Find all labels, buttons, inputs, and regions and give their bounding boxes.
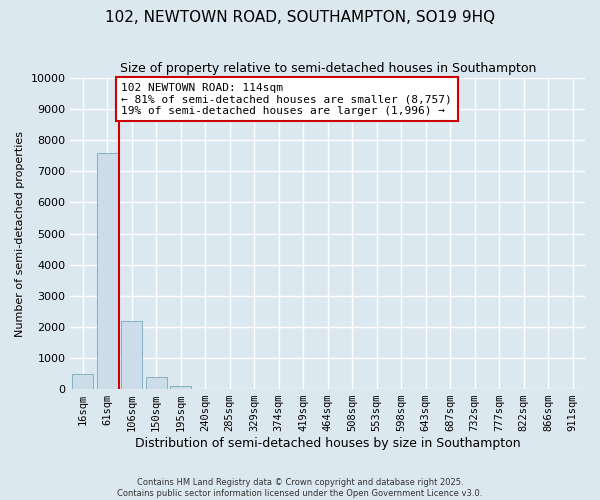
Bar (121, 320, 142, 389)
Text: Contains HM Land Registry data © Crown copyright and database right 2025.
Contai: Contains HM Land Registry data © Crown c… (118, 478, 482, 498)
Y-axis label: Number of semi-detached properties: Number of semi-detached properties (15, 130, 25, 336)
Bar (170, 386, 191, 389)
Bar (72, 374, 93, 389)
Text: 102 NEWTOWN ROAD: 114sqm
← 81% of semi-detached houses are smaller (8,757)
19% o: 102 NEWTOWN ROAD: 114sqm ← 81% of semi-d… (121, 82, 452, 116)
Bar (146, 377, 167, 389)
X-axis label: Distribution of semi-detached houses by size in Southampton: Distribution of semi-detached houses by … (135, 437, 521, 450)
Text: 102, NEWTOWN ROAD, SOUTHAMPTON, SO19 9HQ: 102, NEWTOWN ROAD, SOUTHAMPTON, SO19 9HQ (105, 10, 495, 25)
Bar (97, 152, 118, 389)
Title: Size of property relative to semi-detached houses in Southampton: Size of property relative to semi-detach… (119, 62, 536, 76)
